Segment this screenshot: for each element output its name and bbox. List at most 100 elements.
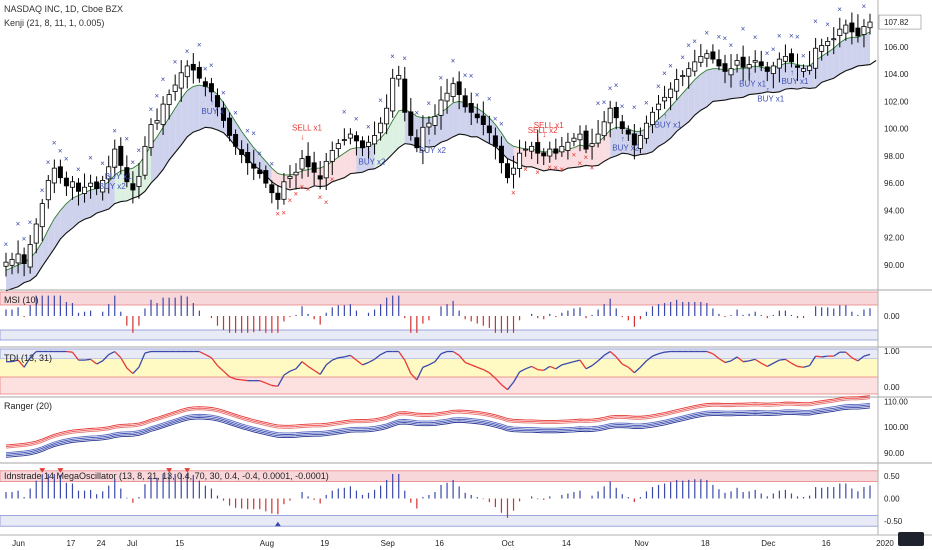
signal-marker: × [644, 99, 649, 108]
candle [474, 103, 480, 124]
candle [480, 101, 486, 136]
kenji-cloud-segment [169, 108, 176, 160]
time-tick-label: 15 [175, 539, 184, 548]
signal-marker: × [463, 71, 468, 80]
signal-marker: × [825, 20, 830, 29]
candle [619, 114, 625, 135]
candle [825, 37, 831, 56]
candle-body [498, 145, 504, 164]
signal-marker: × [426, 99, 431, 108]
kenji-cloud-segment [380, 131, 387, 166]
candle [27, 234, 33, 274]
candle-body [15, 253, 21, 264]
kenji-cloud-segment [743, 67, 750, 98]
candle [9, 252, 15, 275]
kenji-cloud-segment [36, 241, 43, 276]
signal-label: BUY x1 [655, 120, 683, 129]
candle-body [305, 155, 311, 168]
candle-body [21, 254, 27, 264]
kenji-cloud-segment [845, 37, 852, 71]
signal-marker: × [221, 88, 226, 97]
signal-marker: × [511, 188, 516, 197]
candle-body [438, 99, 444, 116]
candle [553, 138, 559, 160]
tdi-line-segment [114, 351, 122, 359]
signal-label: BUY x1 [781, 77, 809, 86]
pane-tick-label: 0.00 [884, 312, 900, 321]
candle-body [214, 95, 220, 108]
candle [76, 178, 82, 206]
tdi-line-segment [422, 364, 430, 368]
tdi-line-segment [760, 362, 768, 367]
signal-marker: × [547, 163, 552, 172]
signal-marker: × [469, 72, 474, 81]
signal-marker: × [209, 61, 214, 70]
kenji-cloud-segment [755, 65, 762, 94]
candle-body [366, 141, 372, 147]
candle [776, 52, 782, 83]
candle-body [293, 171, 299, 176]
tdi-line-segment [609, 351, 617, 358]
tdi-line-segment [144, 350, 152, 354]
tdi-upper-band [0, 348, 879, 360]
candle-body [547, 148, 553, 157]
tdi-line-segment [464, 361, 472, 366]
kenji-cloud-segment [658, 113, 665, 147]
tdi-line-segment [597, 354, 605, 362]
signal-label: BUY x2 [419, 146, 447, 155]
candle-body [27, 244, 33, 268]
kenji-cloud-segment [157, 127, 164, 178]
msi-pane: 0.00 [0, 289, 932, 341]
candle-body [601, 121, 607, 137]
tdi-line-segment [362, 361, 369, 366]
candle-body [728, 68, 734, 76]
candle [583, 125, 589, 154]
tdi-line-segment [591, 360, 599, 367]
candle-body [523, 148, 529, 151]
candle [662, 85, 668, 109]
candle [716, 49, 722, 71]
tdi-line-segment [585, 365, 593, 370]
candle-body [577, 133, 583, 141]
candle-body [492, 135, 498, 147]
candle [861, 19, 867, 48]
signal-marker: × [136, 146, 141, 155]
candle [740, 45, 746, 81]
signal-marker: × [777, 31, 782, 40]
candle-body [656, 103, 662, 111]
kenji-cloud-segment [543, 151, 550, 171]
price-tick-label: 106.00 [884, 43, 909, 52]
candle-body [275, 192, 281, 200]
candle-body [45, 180, 51, 201]
signal-marker: × [620, 102, 625, 111]
kenji-cloud-segment [664, 106, 671, 143]
kenji-cloud-segment [356, 147, 363, 173]
candle [82, 173, 88, 203]
candle-body [420, 126, 426, 152]
signal-marker: × [722, 34, 727, 43]
candle-body [281, 181, 287, 200]
tdi-line-segment [307, 365, 315, 371]
tdi-line-segment [132, 366, 140, 375]
signal-marker: × [185, 47, 190, 56]
signal-marker: × [590, 164, 595, 173]
signal-marker: × [275, 209, 280, 218]
kenji-cloud-segment [108, 174, 115, 210]
candle [643, 115, 649, 144]
mega-lower-band [0, 515, 879, 527]
tradingview-logo[interactable] [898, 532, 924, 546]
signal-marker: × [22, 235, 27, 244]
signal-marker: × [584, 153, 589, 162]
candle-body [504, 163, 510, 179]
candle-body [801, 68, 807, 72]
signal-marker: × [523, 165, 528, 174]
candle-body [668, 88, 674, 98]
candle [462, 88, 468, 113]
kenji-cloud-segment [60, 203, 67, 240]
tdi-line-segment [791, 362, 798, 367]
kenji-cloud-segment [555, 150, 562, 171]
signal-marker: × [300, 183, 305, 192]
kenji-cloud-segment [6, 267, 13, 291]
candle-body [94, 181, 100, 190]
tdi-line-segment [332, 357, 339, 361]
